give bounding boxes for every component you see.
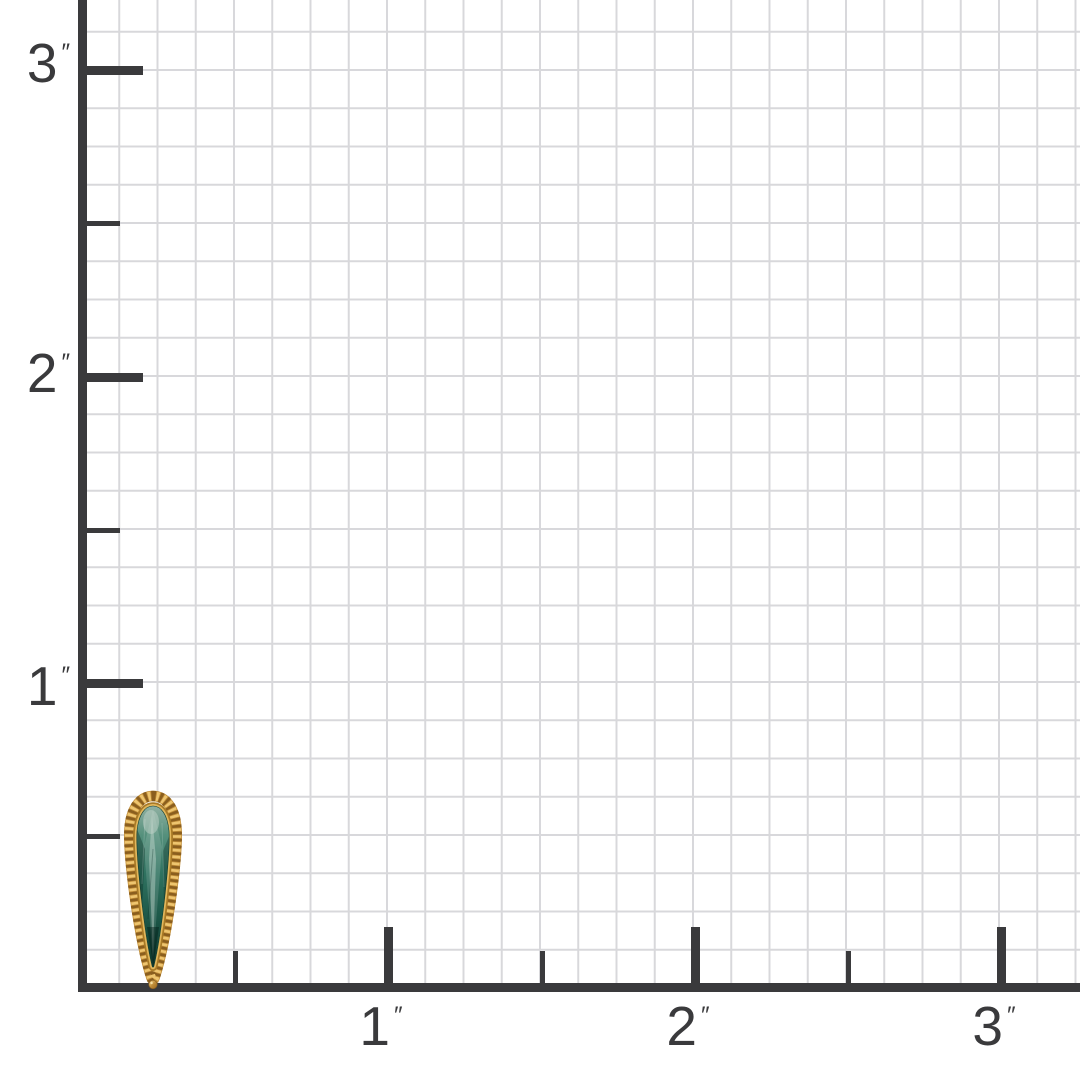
emerald-teardrop-pendant-image — [124, 790, 182, 990]
inch-mark: ″ — [61, 661, 70, 689]
y-label-value: 3 — [26, 32, 59, 94]
x-label-value: 2 — [666, 995, 699, 1057]
x-axis-label-3in: 3 ″ — [927, 999, 1061, 1054]
x-major-tick-3in — [996, 927, 1006, 984]
y-major-tick-3in — [82, 65, 143, 75]
y-major-tick-1in — [82, 678, 143, 688]
y-minor-tick-0p5in — [82, 834, 120, 839]
x-axis-label-2in: 2 ″ — [621, 999, 755, 1054]
y-minor-tick-1p5in — [82, 527, 120, 533]
y-axis-label-1in: 1 ″ — [0, 659, 74, 714]
y-label-value: 2 — [26, 342, 59, 404]
gold-rope-frame — [124, 790, 182, 985]
gem-facets — [136, 809, 170, 965]
y-major-tick-2in — [82, 372, 143, 382]
x-minor-tick-1p5in — [539, 951, 545, 984]
y-label-value: 1 — [26, 655, 59, 717]
y-minor-tick-2p5in — [82, 221, 120, 226]
y-axis-line — [78, 0, 87, 992]
y-axis-label-2in: 2 ″ — [0, 346, 74, 401]
inch-mark: ″ — [701, 1001, 710, 1029]
x-minor-tick-0p5in — [232, 951, 238, 984]
inch-mark: ″ — [61, 348, 70, 376]
x-label-value: 1 — [359, 995, 392, 1057]
x-major-tick-2in — [690, 927, 700, 984]
inch-mark: ″ — [394, 1001, 403, 1029]
x-minor-tick-2p5in — [845, 951, 851, 984]
grid-background — [81, 0, 1080, 983]
inch-mark: ″ — [61, 38, 70, 66]
x-axis-label-1in: 1 ″ — [314, 999, 448, 1054]
x-major-tick-1in — [383, 927, 393, 984]
green-gemstone — [136, 805, 170, 968]
tip-bead — [148, 979, 158, 990]
x-axis-line — [78, 983, 1080, 992]
y-axis-label-3in: 3 ″ — [0, 36, 74, 91]
inch-mark: ″ — [1007, 1001, 1016, 1029]
x-label-value: 3 — [972, 995, 1005, 1057]
